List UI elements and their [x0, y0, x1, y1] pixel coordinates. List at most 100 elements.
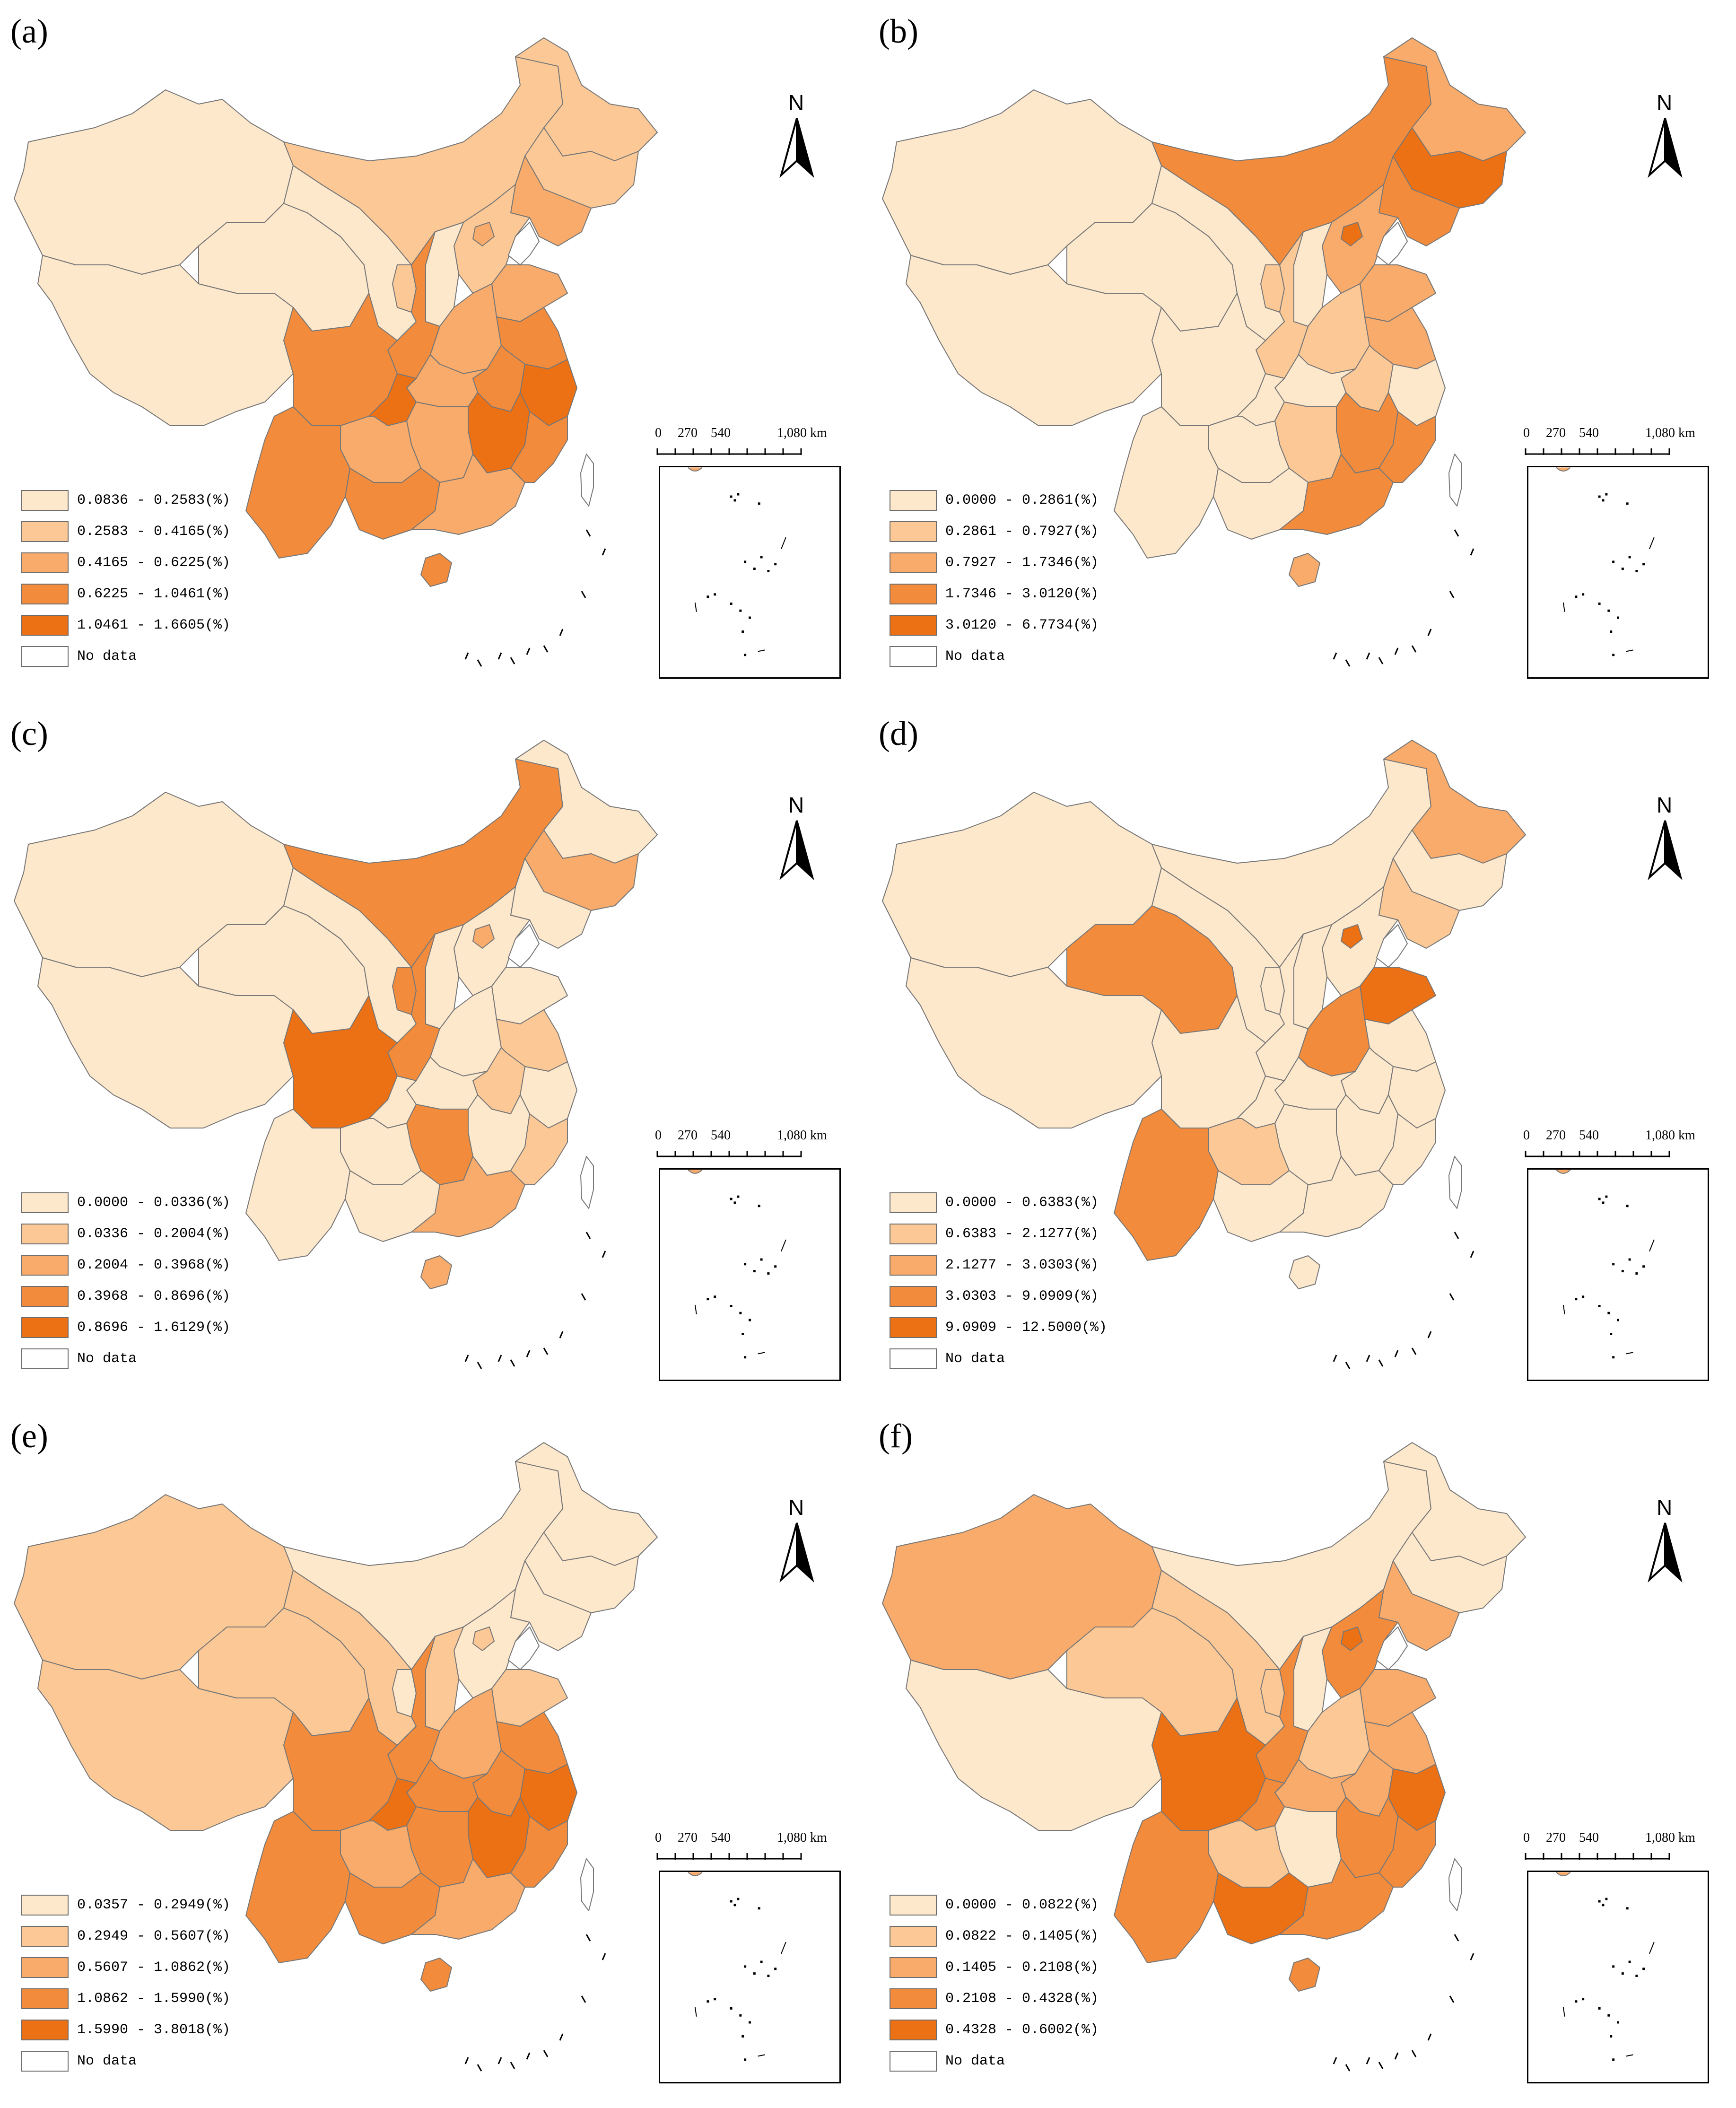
- legend-label: 1.0862 - 1.5990(%): [77, 1991, 231, 2007]
- legend: 0.0000 - 0.0822(%) 0.0822 - 0.1405(%) 0.14…: [890, 1889, 1099, 2077]
- legend-swatch: [890, 2020, 937, 2040]
- legend-item-no-data: No data: [890, 2046, 1099, 2077]
- province-beijing: [1341, 222, 1363, 246]
- legend-swatch: [890, 1224, 937, 1244]
- province-yunnan: [245, 1811, 350, 1963]
- legend-item: 0.0000 - 0.6383(%): [890, 1187, 1107, 1218]
- legend-swatch: [21, 1988, 69, 2009]
- island-mark: [1411, 1347, 1417, 1355]
- island-mark: [477, 659, 482, 667]
- legend-label: 1.7346 - 3.0120(%): [945, 586, 1099, 602]
- legend-item: 1.0461 - 1.6605(%): [21, 610, 230, 641]
- legend-swatch: [890, 1988, 937, 2009]
- bohai-sea: [1376, 924, 1408, 968]
- legend-swatch: [890, 1926, 937, 1947]
- island-mark: [1345, 2064, 1351, 2072]
- legend: 0.0357 - 0.2949(%) 0.2949 - 0.5607(%) 0.56…: [21, 1889, 230, 2077]
- province-yunnan: [1114, 1811, 1219, 1963]
- legend-swatch: [21, 1317, 69, 1338]
- scale-label: 540: [711, 1128, 731, 1143]
- inset-map: [659, 1871, 841, 2083]
- north-label: N: [788, 793, 804, 817]
- island-mark: [1366, 2057, 1370, 2064]
- island-mark: [1378, 1359, 1384, 1367]
- province-beijing: [1341, 1627, 1363, 1651]
- legend-label: 0.2108 - 0.4328(%): [945, 1991, 1099, 2007]
- inset-map: [1527, 1168, 1709, 1381]
- legend-swatch: [890, 646, 937, 667]
- island-mark: [581, 1995, 586, 2003]
- legend-item: 0.1405 - 0.2108(%): [890, 1952, 1099, 1983]
- island-mark: [1366, 652, 1370, 660]
- legend-item: 0.0000 - 0.0336(%): [21, 1187, 230, 1218]
- south-sea-islands: [1333, 1934, 1474, 2072]
- bohai-sea: [1376, 221, 1408, 266]
- island-mark: [1333, 2057, 1337, 2064]
- province-tibet: [37, 1660, 294, 1831]
- legend-swatch: [890, 1895, 937, 1916]
- province-beijing: [472, 924, 495, 949]
- choropleth-map: [882, 740, 1526, 1369]
- province-shandong: [1360, 1669, 1436, 1727]
- panel-label: (a): [10, 12, 48, 50]
- island-mark: [1427, 629, 1432, 636]
- island-mark: [559, 629, 564, 636]
- scale-label: 270: [678, 426, 698, 440]
- legend-swatch: [890, 552, 937, 573]
- legend-item: 0.0357 - 0.2949(%): [21, 1889, 230, 1921]
- scale-label: 0: [1523, 1128, 1530, 1143]
- legend-item: 0.0822 - 0.1405(%): [890, 1921, 1099, 1952]
- legend-item: 0.2108 - 0.4328(%): [890, 1983, 1099, 2014]
- legend-item: 0.4328 - 0.6002(%): [890, 2014, 1099, 2046]
- province-beijing: [472, 222, 495, 246]
- panel-label: (f): [879, 1417, 913, 1455]
- legend-item: 9.0909 - 12.5000(%): [890, 1312, 1107, 1343]
- legend-swatch: [21, 615, 69, 636]
- legend-swatch: [21, 646, 69, 667]
- island-mark: [464, 2057, 469, 2064]
- south-sea-islands: [1333, 529, 1474, 667]
- legend-swatch: [21, 1895, 69, 1916]
- legend-swatch: [890, 521, 937, 542]
- legend-label: No data: [945, 2053, 1005, 2069]
- island-mark: [1454, 1934, 1459, 1942]
- legend-label: 0.8696 - 1.6129(%): [77, 1320, 231, 1336]
- south-sea-islands: [464, 1232, 606, 1369]
- province-guangdong: [1279, 1858, 1394, 1940]
- scale-label: 270: [678, 1830, 698, 1845]
- island-mark: [581, 591, 586, 598]
- choropleth-map: [14, 1442, 658, 2072]
- province-tibet: [37, 957, 294, 1128]
- panel-label: (b): [879, 12, 918, 50]
- scale-label: 1,080 km: [777, 1128, 827, 1143]
- island-mark: [477, 1362, 482, 1369]
- legend-label: 1.0461 - 1.6605(%): [77, 617, 231, 633]
- legend-swatch: [890, 1348, 937, 1369]
- legend-label: No data: [77, 2053, 137, 2069]
- panel-label: (d): [879, 715, 918, 752]
- scale-label: 0: [1523, 426, 1530, 440]
- scale-label: 540: [711, 426, 731, 440]
- inset-map: [1527, 466, 1709, 679]
- island-mark: [526, 2052, 531, 2060]
- legend-item: 3.0120 - 6.7734(%): [890, 610, 1099, 641]
- legend-label: 0.5607 - 1.0862(%): [77, 1959, 231, 1976]
- province-yunnan: [245, 406, 350, 559]
- island-mark: [1454, 529, 1459, 537]
- island-mark: [1470, 1251, 1474, 1258]
- scale-label: 270: [1546, 426, 1566, 440]
- legend-item: 0.0000 - 0.2861(%): [890, 485, 1099, 516]
- province-shandong: [491, 967, 568, 1024]
- legend-swatch: [21, 1224, 69, 1244]
- legend-label: No data: [945, 1351, 1005, 1367]
- island-mark: [1394, 2052, 1399, 2060]
- map-panel: (a) N 0 270 540 1,080 km 0.0836 - 0.2583(%) 0.2…: [0, 0, 868, 702]
- island-mark: [510, 657, 515, 665]
- province-hainan: [420, 1958, 452, 1992]
- legend-swatch: [21, 1255, 69, 1276]
- scale-label: 1,080 km: [777, 1830, 827, 1845]
- legend-swatch: [21, 2020, 69, 2040]
- scale-label: 1,080 km: [777, 426, 827, 440]
- bohai-sea: [1376, 1626, 1408, 1671]
- legend-label: No data: [77, 1351, 137, 1367]
